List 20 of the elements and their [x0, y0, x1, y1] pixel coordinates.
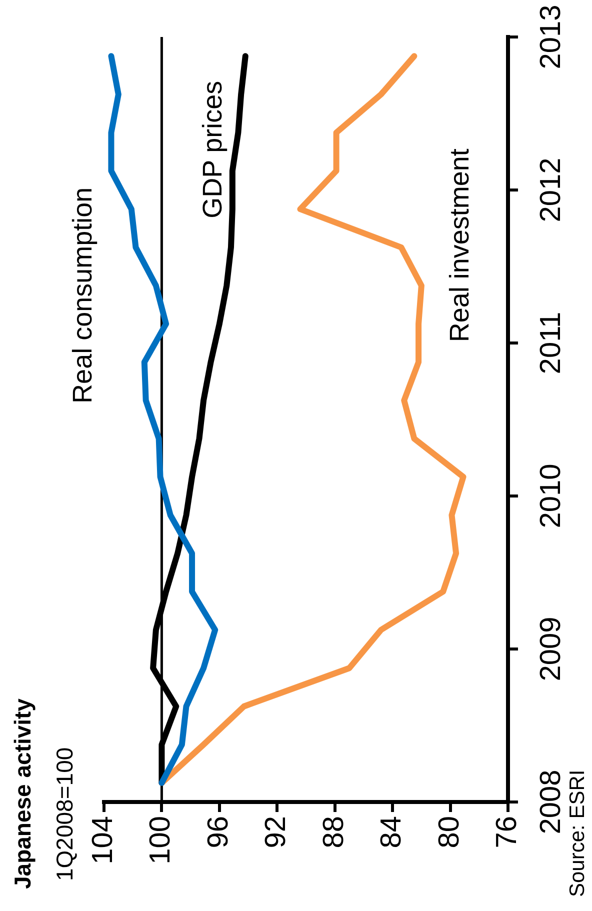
- text: Real consumption: [67, 187, 98, 404]
- y-tick-label: 2010: [535, 464, 567, 528]
- text: Real investment: [444, 148, 475, 342]
- y-tick-label: 2008: [535, 770, 567, 834]
- x-tick-label: 96: [202, 816, 234, 848]
- y-tick-label: 2011: [535, 312, 567, 374]
- text: Japanese activity: [9, 698, 36, 889]
- text: GDP prices: [198, 80, 228, 218]
- x-tick-label: 76: [491, 816, 523, 848]
- x-tick-label: 88: [318, 816, 350, 848]
- y-tick-label: 2012: [535, 158, 567, 222]
- x-tick-label: 100: [144, 816, 177, 864]
- x-tick-label: 104: [87, 816, 119, 864]
- x-tick-label: 80: [433, 816, 466, 848]
- y-tick-label: 2009: [535, 616, 567, 682]
- y-tick-label: 2013: [535, 4, 567, 70]
- source-note: Source: ESRI: [566, 770, 589, 897]
- text: 1Q2008=100: [51, 747, 78, 881]
- x-tick-label: 84: [376, 816, 408, 848]
- x-tick-label: 92: [260, 816, 292, 848]
